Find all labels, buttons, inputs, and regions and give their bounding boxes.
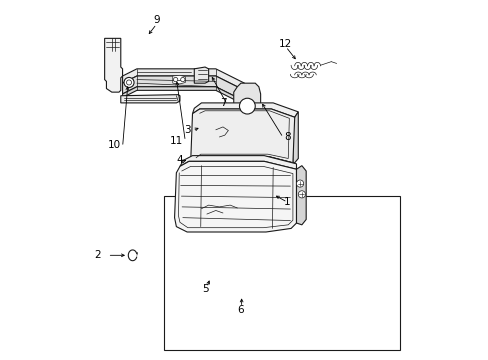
Polygon shape (233, 83, 260, 118)
Polygon shape (172, 75, 185, 84)
Bar (163, 196, 400, 350)
Polygon shape (122, 76, 244, 101)
Text: 4: 4 (176, 155, 183, 165)
Polygon shape (104, 39, 122, 92)
Polygon shape (188, 157, 292, 166)
Text: 5: 5 (202, 284, 208, 294)
Circle shape (298, 191, 305, 198)
Polygon shape (194, 67, 208, 83)
Polygon shape (296, 166, 305, 225)
Polygon shape (174, 161, 296, 232)
Circle shape (296, 180, 303, 187)
Circle shape (173, 77, 178, 82)
Text: 1: 1 (284, 197, 290, 207)
Text: 8: 8 (284, 132, 290, 142)
Text: 6: 6 (237, 305, 244, 315)
Polygon shape (292, 112, 298, 163)
Text: 7: 7 (219, 98, 226, 108)
Text: 12: 12 (279, 39, 292, 49)
Polygon shape (122, 87, 244, 105)
Text: 9: 9 (153, 15, 160, 26)
Text: 11: 11 (169, 136, 183, 146)
Polygon shape (192, 103, 298, 117)
Polygon shape (180, 156, 296, 169)
Circle shape (180, 77, 184, 82)
Text: 3: 3 (183, 125, 190, 135)
Polygon shape (122, 69, 244, 90)
Circle shape (124, 77, 134, 87)
Polygon shape (121, 95, 180, 103)
Polygon shape (190, 109, 294, 163)
Circle shape (126, 80, 131, 85)
Text: 10: 10 (108, 140, 121, 150)
Text: 2: 2 (94, 250, 101, 260)
Circle shape (239, 98, 255, 114)
